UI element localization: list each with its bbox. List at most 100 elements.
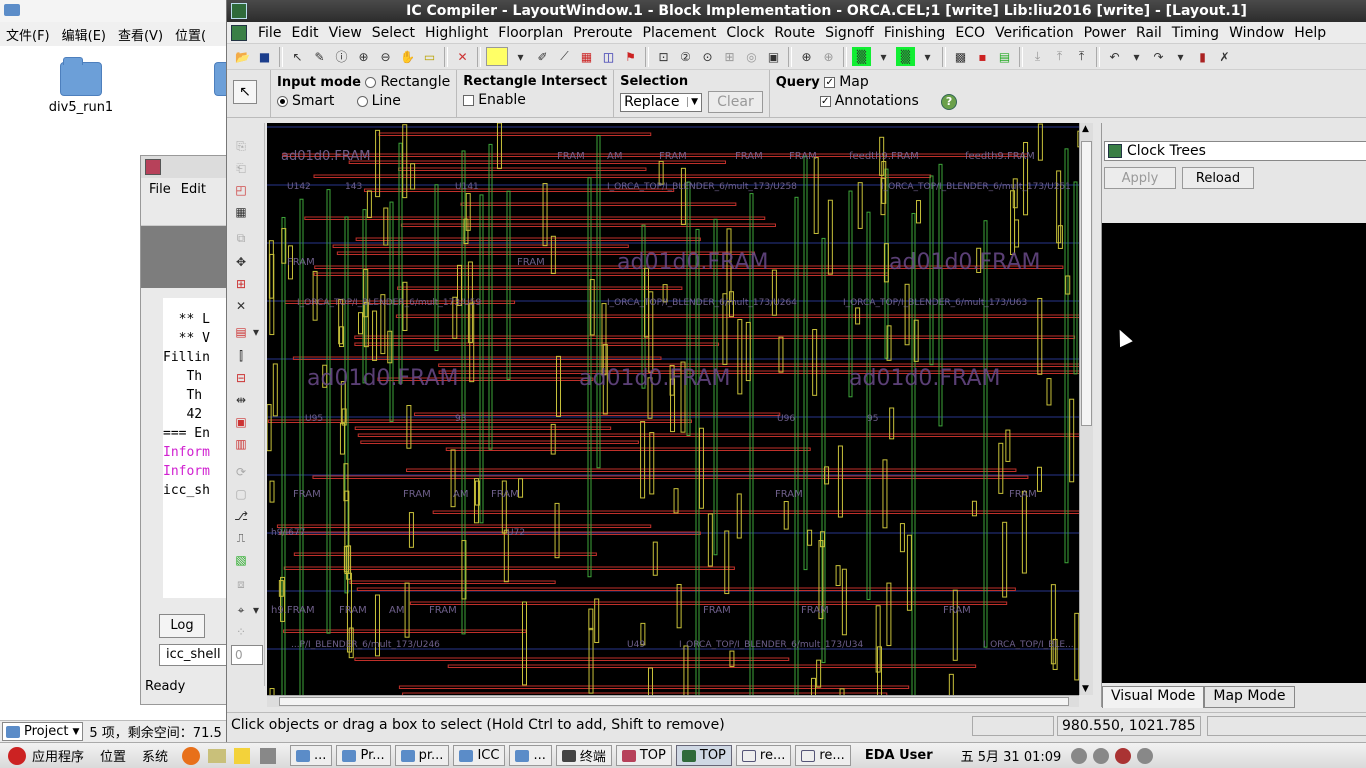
apply-button[interactable]: Apply [1104,167,1176,189]
group-icon[interactable]: ▦ [235,205,247,219]
fm-menu-edit[interactable]: 编辑(E) [61,28,106,44]
zoom-in-icon[interactable]: ⊕ [358,49,369,64]
menu-select[interactable]: Select [371,24,415,41]
menu-edit[interactable]: Edit [291,24,319,41]
places-menu[interactable]: 位置 [100,750,127,765]
push-down-icon[interactable]: ⤓ [1034,49,1041,63]
user-name[interactable]: EDA User [864,748,933,763]
titlebar[interactable]: IC Compiler - LayoutWindow.1 - Block Imp… [227,0,1366,22]
info-icon[interactable]: ⓘ [335,50,348,64]
ruler-icon[interactable]: ▭ [423,49,436,64]
distribute-icon[interactable]: ▥ [235,437,247,451]
fm-menu-places[interactable]: 位置( [175,28,207,44]
delete-icon[interactable]: ✕ [235,299,247,313]
menu-finishing[interactable]: Finishing [883,24,946,41]
zoom-2-icon[interactable]: ② [680,49,691,64]
menu-app-icon[interactable] [231,24,247,41]
notes-icon[interactable] [234,747,251,764]
delete-cross-icon[interactable]: ✕ [457,49,468,64]
task-item[interactable]: ICC [453,745,506,766]
enable-checkbox[interactable] [463,94,475,106]
chevron-down-icon[interactable]: ▾ [880,49,887,64]
stretch-icon[interactable]: ⇹ [235,393,247,407]
clear-button[interactable]: Clear [708,91,763,113]
firefox-icon[interactable] [182,746,201,765]
menu-window[interactable]: Window [1229,24,1285,41]
canvas-vertical-scrollbar[interactable]: ▲ ▼ [1079,123,1093,695]
select-arrow-icon[interactable]: ↖ [292,49,303,64]
task-item[interactable]: Pr... [336,745,391,766]
project-combo[interactable]: Project ▼ [2,722,84,741]
chevron-down-icon[interactable]: ▾ [1133,49,1140,64]
undo-icon[interactable]: ↶ [1109,49,1120,64]
scroll-up-icon[interactable]: ▲ [1082,124,1089,134]
book-icon[interactable]: ▮ [1199,49,1206,64]
menu-preroute[interactable]: Preroute [573,24,633,41]
chevron-down-icon[interactable]: ▾ [252,325,260,339]
align-icon[interactable]: ▣ [235,415,247,429]
selection-mode-select[interactable]: Replace ▼ [620,92,703,112]
fm-menu-view[interactable]: 查看(V) [117,28,164,44]
highlight-color-icon[interactable] [486,47,508,66]
chevron-down-icon[interactable]: ▾ [924,49,931,64]
via-icon[interactable]: ▧ [235,553,247,567]
split-icon[interactable]: ⫿ [239,348,243,363]
cell-icon[interactable]: ◫ [602,49,615,64]
brush-icon[interactable]: ✐ [537,49,548,64]
pop-up-icon[interactable]: ⤒ [1056,49,1063,63]
hierarchy-icon[interactable]: ▩ [954,49,967,64]
rect-tool-icon[interactable]: ▢ [235,487,247,501]
chevron-down-icon[interactable]: ▾ [252,603,260,617]
view-settings-icon[interactable]: ▒ [896,47,915,66]
clock-tree-view[interactable] [1102,223,1366,683]
add-shape-icon[interactable]: ⊞ [235,277,247,291]
pan-hand-icon[interactable]: ✋ [400,49,415,64]
network-icon[interactable] [1093,747,1110,764]
menu-clock[interactable]: Clock [726,24,765,41]
menu-highlight[interactable]: Highlight [425,24,489,41]
map-checkbox[interactable] [824,76,836,88]
menu-route[interactable]: Route [774,24,816,41]
menu-signoff[interactable]: Signoff [825,24,874,41]
reload-button[interactable]: Reload [1182,167,1254,189]
rotate-icon[interactable]: ⟳ [235,465,247,479]
refresh-icon[interactable]: ▣ [767,49,780,64]
zoom-area-icon[interactable]: ◎ [746,49,757,64]
task-item-active[interactable]: TOP [675,745,732,766]
shell-titlebar[interactable] [141,156,229,178]
shell-menu-edit[interactable]: Edit [180,181,206,197]
layout-canvas[interactable]: ad01d0.FRAM FRAM AM FRAM FRAM FRAM feedth9.FRA… [267,123,1079,701]
line-radio[interactable] [356,95,368,107]
system-menu[interactable]: 系统 [142,750,169,765]
layers-icon[interactable]: ▤ [235,325,247,339]
wire-icon[interactable]: ⎍ [236,530,246,545]
clock-trees-dropdown[interactable]: Clock Trees [1104,141,1366,161]
measure-icon[interactable]: ⟋ [560,49,569,63]
grid-color-icon[interactable]: ▦ [580,49,593,64]
task-item[interactable]: 终端 [555,745,612,766]
pencil-icon[interactable]: ✎ [314,49,325,64]
clock-tray-icon[interactable] [1071,747,1088,764]
scroll-down-icon[interactable]: ▼ [1082,684,1089,694]
email-icon[interactable] [208,748,227,763]
cut-icon[interactable]: ⊟ [235,371,247,385]
menu-power[interactable]: Power [1083,24,1126,41]
snap-icon[interactable]: ⌖ [237,602,245,617]
zoom-box-icon[interactable]: ⊞ [724,49,735,64]
annotations-checkbox[interactable] [819,95,831,107]
chevron-down-icon[interactable]: ▾ [1177,49,1184,64]
scrollbar-thumb[interactable] [1081,141,1092,426]
volume-icon[interactable] [1115,747,1132,764]
open-folder-icon[interactable]: 📂 [235,49,250,64]
menu-rail[interactable]: Rail [1135,24,1162,41]
menu-view[interactable]: View [328,24,362,41]
redo-icon[interactable]: ↷ [1153,49,1164,64]
net-icon[interactable]: ▪ [978,49,987,64]
chevron-down-icon[interactable]: ▾ [517,49,524,64]
stack-down-icon[interactable]: ⎗ [236,160,246,175]
shell-tab-log[interactable]: Log [159,614,205,638]
help-icon[interactable]: ? [941,93,958,110]
task-item[interactable]: pr... [394,745,450,766]
task-item[interactable]: ... [290,745,333,766]
zoom-out-icon[interactable]: ⊖ [380,49,391,64]
